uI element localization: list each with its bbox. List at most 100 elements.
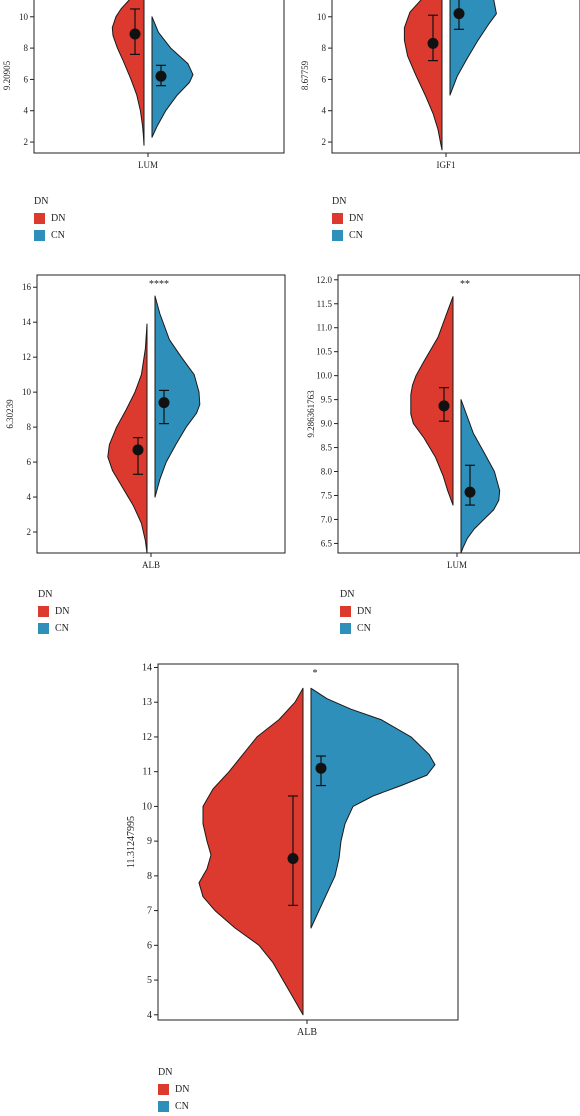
violin-half-cn bbox=[151, 16, 194, 138]
mean-point-dn bbox=[287, 852, 299, 864]
y-tick-label: 6 bbox=[24, 74, 29, 84]
legend-swatch-cn bbox=[38, 622, 49, 634]
legend-label-dn: DN bbox=[357, 605, 372, 617]
legend-item-cn: CN bbox=[340, 621, 371, 635]
legend-title: DN bbox=[158, 1067, 173, 1078]
y-tick-label: 9.5 bbox=[321, 395, 333, 405]
legend-panel-2: DN DN CN bbox=[332, 196, 363, 245]
legend-item-dn: DN bbox=[38, 604, 69, 618]
y-tick-label: 10 bbox=[142, 801, 152, 812]
y-tick-label: 4 bbox=[322, 106, 327, 116]
mean-point-cn bbox=[464, 486, 476, 498]
legend-swatch-dn bbox=[332, 212, 343, 224]
y-tick-label: 7 bbox=[147, 906, 152, 917]
legend-swatch-cn bbox=[34, 229, 45, 241]
y-tick-label: 4 bbox=[27, 492, 32, 502]
violin-half-dn bbox=[410, 296, 454, 506]
violin-half-dn bbox=[198, 687, 304, 1016]
y-tick-label: 13 bbox=[142, 697, 152, 708]
violin-half-cn bbox=[449, 0, 497, 96]
legend-swatch-dn bbox=[38, 605, 49, 617]
violin-panel-4: 6.5 7.0 7.5 8.0 8.5 9.0 9.5 10.0 10.5 11.0 11.5 12.… bbox=[306, 274, 580, 570]
y-tick-label: 14 bbox=[22, 317, 32, 327]
mean-point-dn bbox=[427, 37, 439, 49]
legend-swatch-cn bbox=[332, 229, 343, 241]
y-tick-label: 8 bbox=[322, 43, 327, 53]
legend-panel-3: DN DN CN bbox=[38, 589, 69, 638]
legend-title: DN bbox=[332, 196, 347, 207]
y-tick-label: 8.5 bbox=[321, 443, 333, 453]
plot-frame bbox=[36, 274, 286, 554]
y-tick-label: 11.5 bbox=[317, 299, 333, 309]
legend-label-cn: CN bbox=[349, 229, 363, 241]
violin-half-dn bbox=[111, 0, 145, 146]
violin-panel-2: 2 4 6 8 10 IGF1 8.67759 bbox=[300, 0, 580, 170]
significance-label: **** bbox=[149, 279, 169, 290]
y-tick-label: 10.0 bbox=[316, 371, 332, 381]
y-tick-label: 2 bbox=[24, 137, 29, 147]
y-tick-label: 10 bbox=[22, 387, 32, 397]
violin-panel-5: 4 5 6 7 8 9 10 11 12 13 14 ALB 11.31247995 * bbox=[126, 662, 459, 1038]
legend-item-cn: CN bbox=[38, 621, 69, 635]
mean-point-cn bbox=[453, 8, 465, 20]
significance-label: * bbox=[313, 668, 318, 679]
mean-point-cn bbox=[315, 762, 327, 774]
violin-panel-3: 2 4 6 8 10 12 14 16 ALB 6.30239 **** bbox=[5, 274, 286, 570]
mean-point-cn bbox=[155, 70, 167, 82]
legend-swatch-cn bbox=[158, 1100, 169, 1112]
violin-panel-1: 2 4 6 8 10 LUM 9.20905 bbox=[2, 0, 285, 170]
legend-title: DN bbox=[340, 589, 355, 600]
x-axis-label: LUM bbox=[447, 560, 467, 570]
legend-label-cn: CN bbox=[55, 622, 69, 634]
legend-item-cn: CN bbox=[34, 228, 65, 242]
y-tick-label: 11 bbox=[142, 767, 152, 778]
legend-swatch-cn bbox=[340, 622, 351, 634]
y-tick-label: 8 bbox=[24, 43, 29, 53]
y-tick-label: 12 bbox=[22, 352, 31, 362]
legend-title: DN bbox=[34, 196, 49, 207]
y-tick-label: 4 bbox=[24, 106, 29, 116]
legend-swatch-dn bbox=[158, 1083, 169, 1095]
y-tick-label: 10 bbox=[317, 12, 327, 22]
y-tick-label: 16 bbox=[22, 282, 32, 292]
legend-swatch-dn bbox=[34, 212, 45, 224]
y-tick-label: 9 bbox=[147, 836, 152, 847]
y-axis-label: 8.67759 bbox=[300, 60, 310, 90]
legend-label-dn: DN bbox=[55, 605, 70, 617]
mean-point-cn bbox=[158, 397, 170, 409]
y-tick-label: 8 bbox=[147, 871, 152, 882]
y-tick-label: 6 bbox=[322, 74, 327, 84]
y-tick-label: 6.5 bbox=[321, 538, 333, 548]
y-tick-label: 2 bbox=[322, 137, 327, 147]
plot-frame bbox=[33, 0, 285, 154]
mean-point-dn bbox=[129, 28, 141, 40]
plot-frame bbox=[331, 0, 580, 154]
plot-frame bbox=[337, 274, 580, 554]
y-tick-label: 4 bbox=[147, 1010, 152, 1021]
legend-panel-5: DN DN CN bbox=[158, 1067, 189, 1116]
y-tick-label: 10.5 bbox=[316, 347, 332, 357]
y-tick-label: 6 bbox=[27, 457, 32, 467]
legend-swatch-dn bbox=[340, 605, 351, 617]
violin-half-cn bbox=[310, 687, 436, 929]
violin-half-cn bbox=[460, 399, 501, 554]
mean-point-dn bbox=[132, 444, 144, 456]
legend-label-dn: DN bbox=[51, 212, 66, 224]
violin-half-dn bbox=[107, 323, 148, 554]
y-axis-label: 6.30239 bbox=[5, 399, 15, 429]
y-tick-label: 7.0 bbox=[321, 514, 333, 524]
legend-title: DN bbox=[38, 589, 53, 600]
legend-label-cn: CN bbox=[175, 1100, 189, 1112]
legend-label-dn: DN bbox=[349, 212, 364, 224]
legend-panel-4: DN DN CN bbox=[340, 589, 371, 638]
y-tick-label: 12.0 bbox=[316, 275, 332, 285]
y-tick-label: 9.0 bbox=[321, 419, 333, 429]
x-axis-label: ALB bbox=[297, 1027, 317, 1038]
x-axis-label: ALB bbox=[142, 560, 160, 570]
mean-point-dn bbox=[438, 400, 450, 412]
legend-panel-1: DN DN CN bbox=[34, 196, 65, 245]
significance-label: ** bbox=[460, 279, 470, 290]
y-tick-label: 8 bbox=[27, 422, 32, 432]
legend-item-dn: DN bbox=[34, 211, 65, 225]
